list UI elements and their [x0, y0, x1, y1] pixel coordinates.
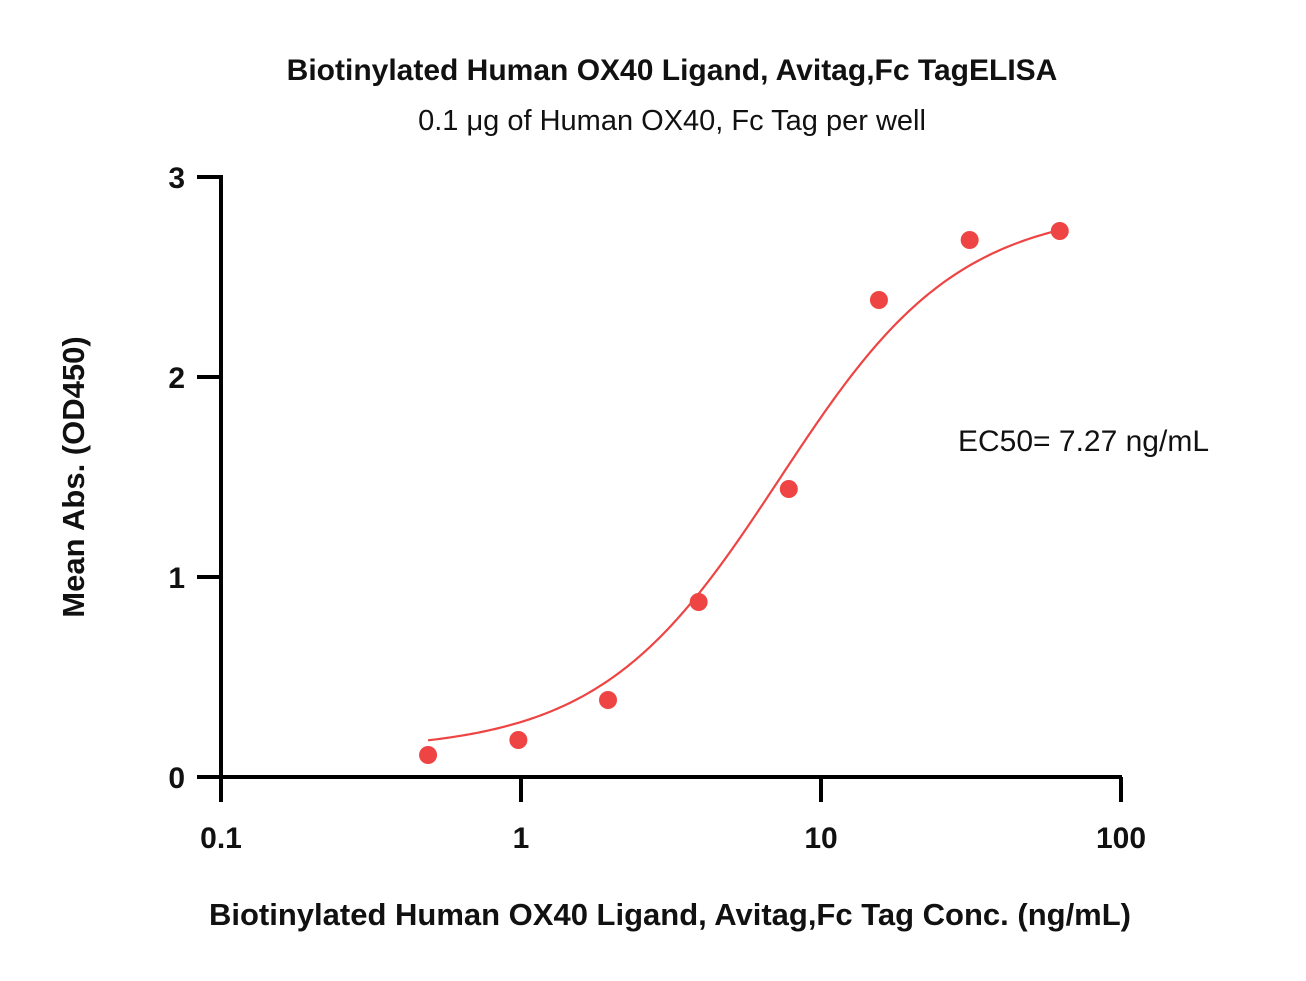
y-tick-label: 2	[168, 362, 185, 395]
data-points	[419, 222, 1069, 764]
ec50-annotation: EC50= 7.27 ng/mL	[958, 425, 1209, 458]
chart-title: Biotinylated Human OX40 Ligand, Avitag,F…	[287, 54, 1058, 87]
y-ticks: 0 1 2 3	[168, 162, 221, 795]
x-tick-label: 100	[1096, 822, 1146, 855]
data-point	[1050, 222, 1069, 240]
y-tick-label: 3	[168, 162, 185, 195]
data-point	[419, 746, 438, 764]
data-point	[689, 593, 708, 611]
data-point	[960, 231, 979, 249]
y-tick-label: 0	[168, 762, 185, 795]
axes	[197, 175, 1122, 779]
x-tick-label: 1	[513, 822, 530, 855]
data-point	[779, 480, 798, 498]
chart-subtitle: 0.1 μg of Human OX40, Fc Tag per well	[418, 105, 926, 137]
x-ticks: 0.1 1 10 100	[200, 777, 1146, 855]
y-axis-label: Mean Abs. (OD450)	[56, 336, 91, 617]
x-tick-label: 10	[804, 822, 837, 855]
x-axis-label: Biotinylated Human OX40 Ligand, Avitag,F…	[209, 897, 1131, 932]
x-tick-label: 0.1	[200, 822, 242, 855]
fit-curve	[427, 228, 1061, 742]
data-point	[599, 691, 618, 709]
data-point	[869, 291, 888, 309]
data-point	[509, 731, 528, 749]
y-tick-label: 1	[168, 562, 185, 595]
